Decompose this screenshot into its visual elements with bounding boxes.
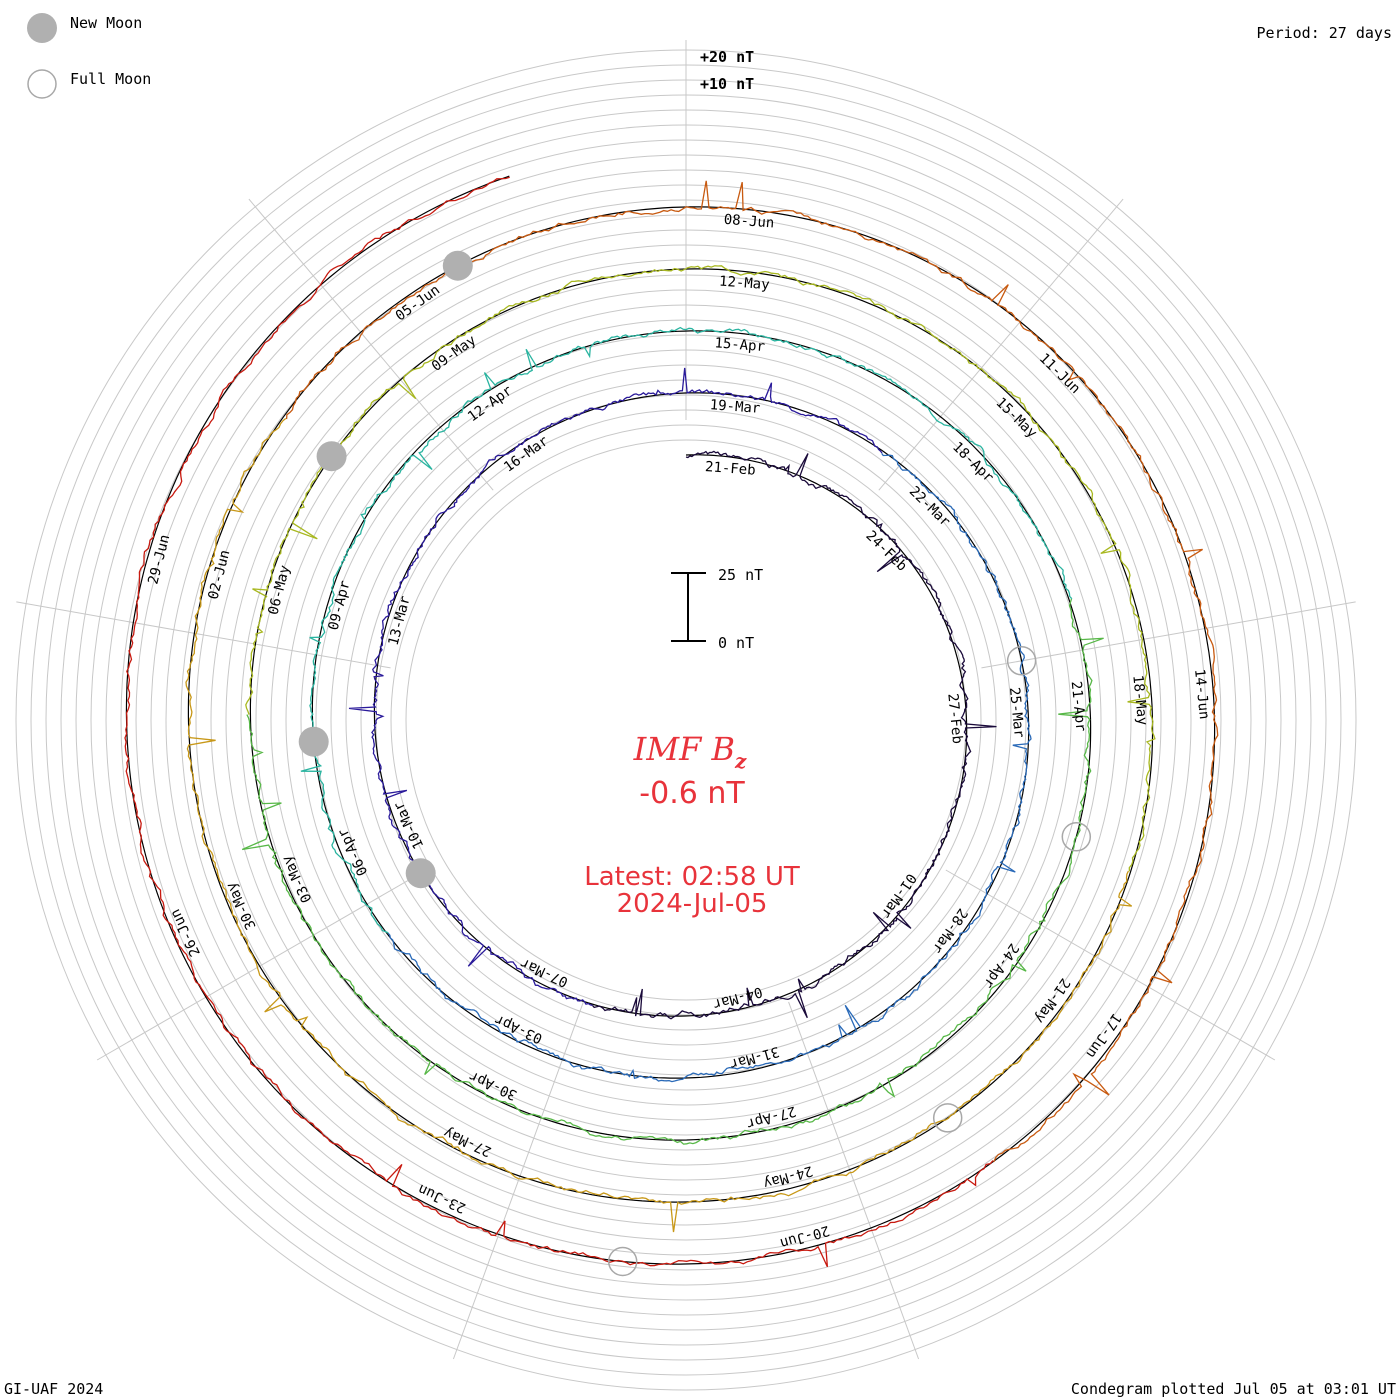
spoke-line	[945, 869, 1276, 1061]
new-moon-marker	[405, 858, 436, 889]
imf-title: IMF Bz	[633, 730, 747, 773]
series-layer	[124, 176, 1219, 1268]
full-moon-marker	[1061, 822, 1092, 852]
imf-title-main: IMF B	[633, 730, 735, 768]
period-label: Period: 27 days	[1257, 24, 1392, 42]
ring-label-plus20: +20 nT	[700, 48, 754, 66]
date-label: 07-Mar	[518, 955, 571, 990]
new-moon-marker	[298, 726, 329, 757]
latest-date: 2024-Jul-05	[617, 889, 768, 919]
date-label: 25-Mar	[1006, 687, 1027, 739]
date-label: 27-Feb	[944, 693, 965, 745]
full-moon-marker	[607, 1246, 638, 1277]
new-moon-legend-label: New Moon	[70, 14, 142, 32]
date-label: 14-Jun	[1191, 668, 1212, 720]
date-label: 21-Feb	[705, 459, 757, 479]
footer-credit: GI-UAF 2024	[4, 1380, 103, 1398]
date-label: 27-May	[441, 1124, 494, 1159]
series-segment-5	[245, 265, 1156, 872]
full-moon-legend-label: Full Moon	[70, 70, 151, 88]
ring-label-plus10: +10 nT	[700, 75, 754, 93]
full-moon-legend-icon	[27, 69, 57, 99]
date-label: 08-Jun	[723, 212, 775, 232]
date-label: 09-Apr	[326, 579, 354, 632]
grid-circle	[270, 304, 1102, 1136]
spoke-line	[248, 198, 494, 491]
spiral-baseline	[125, 175, 1216, 1265]
latest-time: Latest: 02:58 UT	[584, 862, 800, 892]
series-segment-8	[124, 176, 994, 1268]
scale-bar-top-label: 25 nT	[718, 566, 763, 584]
grid-circle	[345, 379, 1027, 1061]
date-label: 04-Mar	[711, 983, 764, 1012]
spoke-line	[16, 601, 391, 669]
series-segment-4	[241, 598, 1104, 1145]
imf-title-subscript: z	[734, 749, 747, 773]
date-label: 13-Mar	[386, 594, 414, 647]
new-moon-marker	[442, 250, 473, 281]
footer-plotted: Condegram plotted Jul 05 at 03:01 UT	[1071, 1380, 1396, 1398]
new-moon-legend-icon	[27, 13, 57, 43]
series-segment-7	[285, 180, 1219, 1163]
date-label: 15-Apr	[714, 335, 766, 355]
spoke-line	[788, 1001, 920, 1360]
series-segment-2	[387, 453, 1032, 1083]
series-segment-1	[348, 367, 883, 1007]
spokes-layer	[16, 40, 1356, 1360]
full-moon-marker	[932, 1103, 963, 1133]
spoke-line	[878, 198, 1124, 491]
series-segment-0	[592, 450, 997, 1020]
date-label: 12-May	[719, 274, 771, 294]
date-label: 31-Mar	[728, 1043, 781, 1072]
series-segment-6	[185, 417, 1133, 1233]
grid-circle	[390, 424, 982, 1016]
date-label: 23-Jun	[416, 1181, 469, 1216]
imf-value: -0.6 nT	[639, 776, 745, 811]
spoke-line	[96, 869, 427, 1061]
spoke-line	[981, 601, 1356, 669]
date-label: 21-Apr	[1068, 680, 1089, 732]
moon-layer	[298, 250, 1092, 1277]
date-label: 06-May	[265, 564, 293, 617]
date-label: 18-May	[1129, 674, 1150, 726]
date-label: 02-Jun	[205, 548, 233, 601]
date-label: 30-Apr	[467, 1068, 520, 1103]
full-moon-marker	[1006, 646, 1037, 676]
scale-bar-bottom-label: 0 nT	[718, 634, 754, 652]
baseline-layer	[125, 175, 1216, 1265]
date-label: 19-Mar	[709, 397, 761, 417]
spoke-line	[452, 1001, 584, 1360]
grid-circle	[375, 409, 997, 1031]
new-moon-marker	[316, 441, 347, 472]
